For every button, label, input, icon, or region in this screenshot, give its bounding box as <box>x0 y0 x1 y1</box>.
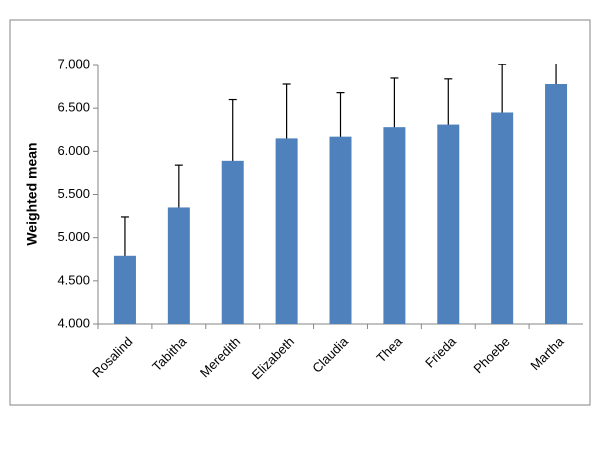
bar <box>113 255 136 324</box>
y-tick-label: 6.000 <box>57 143 90 158</box>
y-tick-label: 4.500 <box>57 272 90 287</box>
bar <box>437 124 460 324</box>
bar <box>491 112 514 324</box>
y-tick-label: 7.000 <box>57 56 90 71</box>
bar <box>545 83 568 324</box>
bar <box>383 127 406 324</box>
y-tick-label: 4.000 <box>57 315 90 330</box>
bar <box>275 138 298 324</box>
bar <box>329 136 352 324</box>
y-tick-label: 5.000 <box>57 229 90 244</box>
y-tick-label: 6.500 <box>57 100 90 115</box>
bar <box>167 207 190 324</box>
y-axis-label: Weighted mean <box>24 142 40 245</box>
y-tick-label: 5.500 <box>57 186 90 201</box>
bar <box>221 160 244 324</box>
